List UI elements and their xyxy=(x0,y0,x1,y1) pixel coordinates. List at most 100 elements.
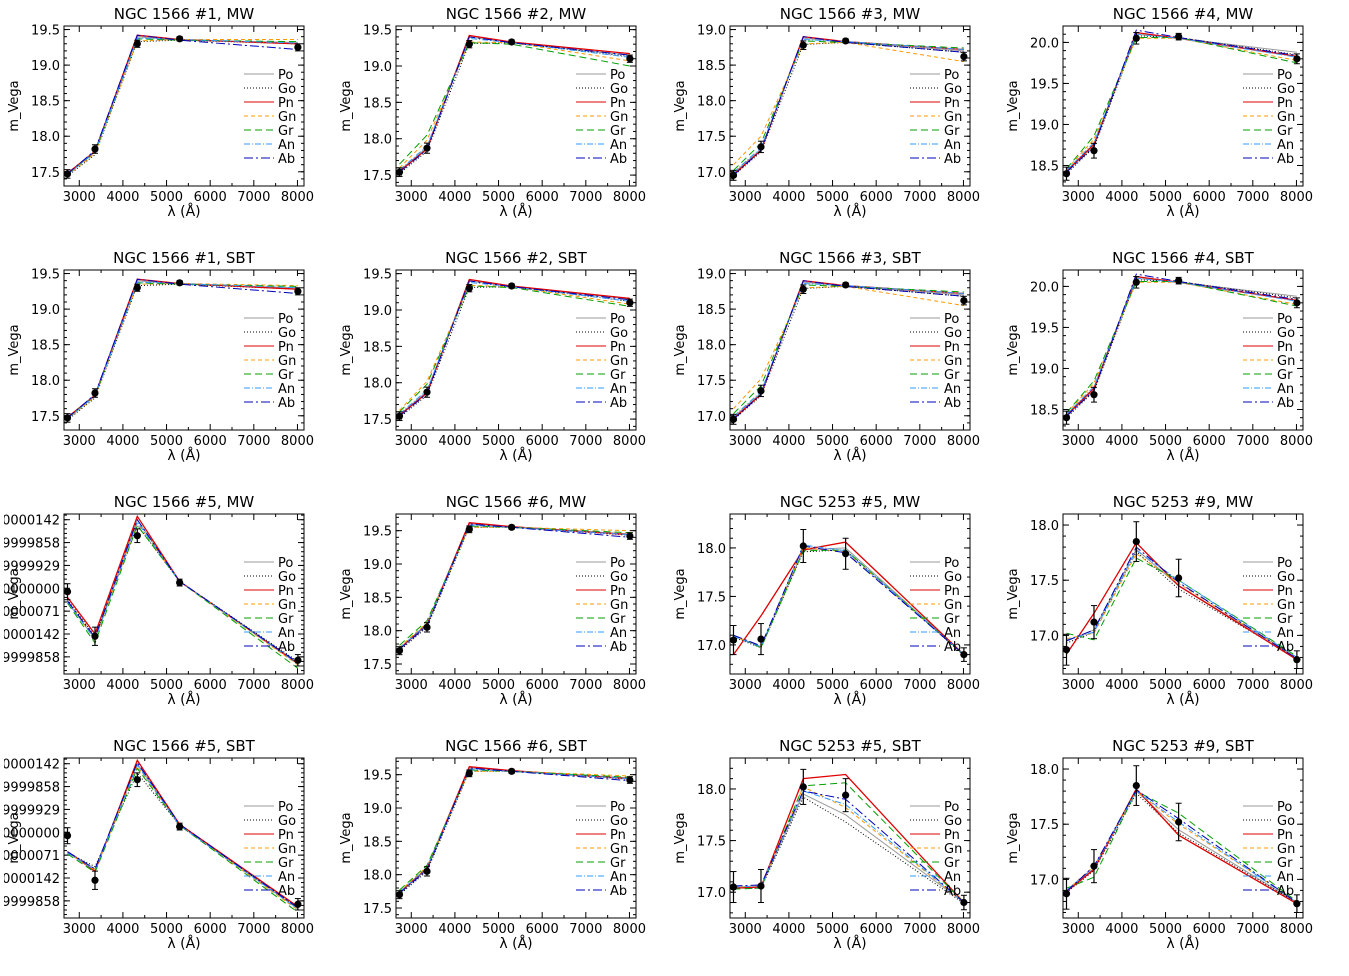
series-line-an xyxy=(1066,790,1298,904)
series-group xyxy=(67,758,299,913)
x-axis-label: λ (Å) xyxy=(167,447,200,464)
legend-label: Ab xyxy=(610,884,627,899)
series-line-ab xyxy=(399,523,630,650)
plot-frame xyxy=(63,269,305,431)
data-point xyxy=(842,37,850,45)
x-tick-label: 4000 xyxy=(772,922,805,937)
x-tick-label: 6000 xyxy=(860,678,893,693)
data-point xyxy=(63,414,72,422)
chart-svg: NGC 1566 #3, SBT 3000 4000 5000 6000 7000 8000… xyxy=(673,249,980,464)
data-point xyxy=(395,891,404,899)
legend-label: Go xyxy=(1277,814,1295,829)
y-tick-label: 18.0 xyxy=(363,625,392,640)
legend-label: Ab xyxy=(610,396,627,411)
legend-label: Ab xyxy=(278,884,295,899)
legend-label: Po xyxy=(278,312,293,327)
series-line-po xyxy=(733,281,964,418)
series-line-ab xyxy=(1066,546,1298,660)
x-tick-label: 8000 xyxy=(281,434,314,449)
chart-panel: NGC 1566 #5, SBT 3000 4000 5000 6000 7000 8000… xyxy=(4,732,341,976)
y-tick-label: 19.5 xyxy=(1030,321,1059,336)
x-tick-label: 5000 xyxy=(816,678,849,693)
data-point xyxy=(133,40,141,48)
data-point xyxy=(1175,33,1183,41)
series-line-pn xyxy=(733,279,964,420)
plot-frame xyxy=(729,513,971,675)
y-axis-label: m_Vega xyxy=(673,812,688,863)
data-point xyxy=(1293,656,1301,664)
y-tick-label: 17.0 xyxy=(1030,873,1059,888)
data-point xyxy=(508,767,516,775)
y-tick-label: 18.0 xyxy=(697,783,726,798)
data-point xyxy=(960,296,968,305)
y-tick-label: 18.0 xyxy=(1030,519,1059,534)
series-line-po xyxy=(67,36,298,175)
legend-label: Gn xyxy=(1277,110,1295,125)
legend-label: Gn xyxy=(1277,354,1295,369)
chart-title: NGC 1566 #3, SBT xyxy=(779,249,921,267)
legend-label: Gn xyxy=(944,842,962,857)
series-line-gr xyxy=(399,769,630,891)
legend-label: Go xyxy=(610,326,628,341)
series-line-gr xyxy=(67,282,298,419)
chart-svg: NGC 5253 #9, MW 3000 4000 5000 6000 7000 8000 1… xyxy=(1006,493,1313,708)
series-line-go xyxy=(1066,279,1297,419)
chart-panel: NGC 1566 #4, MW 3000 4000 5000 6000 7000 8000 1… xyxy=(1003,0,1340,244)
x-tick-label: 7000 xyxy=(237,922,270,937)
series-line-gn xyxy=(67,522,299,666)
legend-label: An xyxy=(1277,870,1294,885)
x-tick-label: 6000 xyxy=(526,922,559,937)
legend-label: Gr xyxy=(610,856,626,871)
chart-panel: NGC 1566 #1, SBT 3000 4000 5000 6000 7000 8000… xyxy=(4,244,341,488)
data-point xyxy=(465,284,473,292)
chart-title: NGC 5253 #5, MW xyxy=(780,493,921,511)
series-line-gn xyxy=(399,41,630,169)
series-line-go xyxy=(733,285,964,421)
legend-label: Go xyxy=(278,570,296,585)
y-tick-label: 18.5 xyxy=(1030,403,1059,418)
legend-label: Gn xyxy=(944,598,962,613)
x-tick-label: 8000 xyxy=(281,678,314,693)
legend-label: An xyxy=(610,138,627,153)
x-tick-label: 5000 xyxy=(482,190,515,205)
x-tick-label: 3000 xyxy=(395,434,428,449)
y-tick-label: 18.0 xyxy=(363,133,392,148)
series-line-gn xyxy=(1066,281,1297,414)
legend-label: Po xyxy=(1277,800,1292,815)
x-tick-label: 7000 xyxy=(903,678,936,693)
legend-label: Ab xyxy=(1277,884,1294,899)
series-line-pn xyxy=(733,35,964,176)
chart-panel: NGC 1566 #4, SBT 3000 4000 5000 6000 7000 8000… xyxy=(1003,244,1340,488)
series-line-gr xyxy=(399,285,630,413)
series-line-gn xyxy=(399,770,630,892)
y-tick-label: 18.5 xyxy=(363,835,392,850)
x-tick-label: 7000 xyxy=(1236,922,1269,937)
series-line-an xyxy=(67,763,299,910)
data-point xyxy=(133,532,141,540)
legend-label: An xyxy=(1277,138,1294,153)
series-line-gr xyxy=(733,40,964,171)
chart-title: NGC 1566 #4, MW xyxy=(1113,5,1254,23)
data-point xyxy=(465,40,473,48)
legend-label: Go xyxy=(944,814,962,829)
y-tick-label: 20.80000000000000071 xyxy=(4,605,60,620)
data-point xyxy=(842,281,850,289)
series-line-go xyxy=(733,549,965,656)
x-tick-label: 4000 xyxy=(438,922,471,937)
x-tick-label: 4000 xyxy=(438,434,471,449)
plot-frame xyxy=(395,25,637,187)
chart-title: NGC 1566 #1, MW xyxy=(114,5,255,23)
plot-frame xyxy=(729,25,971,187)
series-line-pn xyxy=(1065,541,1298,661)
y-tick-label: 20.39999999999999858 xyxy=(4,651,60,666)
x-tick-label: 4000 xyxy=(106,434,139,449)
x-tick-label: 8000 xyxy=(947,678,980,693)
legend-label: Gn xyxy=(1277,598,1295,613)
legend-label: Go xyxy=(944,326,962,341)
data-point xyxy=(729,415,738,423)
x-tick-label: 6000 xyxy=(860,434,893,449)
legend-label: Gn xyxy=(610,842,628,857)
y-tick-label: 18.0 xyxy=(31,130,60,145)
data-point xyxy=(423,144,431,152)
legend-label: An xyxy=(610,382,627,397)
